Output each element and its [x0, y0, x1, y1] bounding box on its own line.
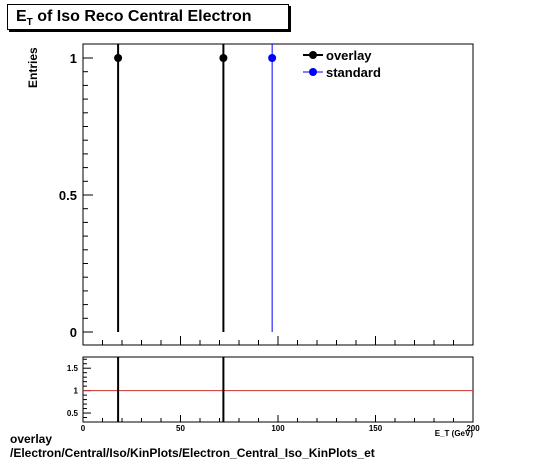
- y-tick-label: 0.5: [59, 188, 77, 203]
- title-box: ET of Iso Reco Central Electron: [7, 4, 289, 30]
- legend-marker-standard: [309, 68, 317, 76]
- x-tick-label: 50: [176, 424, 185, 433]
- ratio-y-tick-label: 1: [74, 387, 79, 396]
- y-tick-label: 1: [70, 51, 77, 66]
- footer-line-1: overlay: [10, 432, 53, 446]
- x-tick-label: 200: [466, 424, 480, 433]
- x-tick-label: 0: [81, 424, 86, 433]
- standard-point: [268, 54, 277, 62]
- x-tick-label: 150: [369, 424, 383, 433]
- main-plot-area: 0 0.5 1 Entries overlay standard: [26, 43, 474, 346]
- x-tick-label: 100: [271, 424, 285, 433]
- legend-label-standard: standard: [326, 65, 381, 80]
- ratio-frame-border: [82, 356, 474, 423]
- legend-marker-overlay: [309, 51, 317, 59]
- footer-caption: overlay /Electron/Central/Iso/KinPlots/E…: [10, 432, 375, 460]
- x-axis-label: E_T (GeV): [435, 429, 474, 438]
- y-tick-label: 0: [70, 325, 77, 340]
- chart-title: ET of Iso Reco Central Electron: [16, 8, 252, 29]
- y-axis-label: Entries: [26, 47, 40, 88]
- main-frame-border: [82, 43, 474, 346]
- ratio-y-tick-label: 1.5: [67, 364, 79, 373]
- overlay-point: [114, 54, 123, 62]
- legend-label-overlay: overlay: [326, 48, 372, 63]
- ratio-y-tick-label: 0.5: [67, 409, 79, 418]
- overlay-point: [219, 54, 228, 62]
- footer-line-2: /Electron/Central/Iso/KinPlots/Electron_…: [10, 446, 375, 460]
